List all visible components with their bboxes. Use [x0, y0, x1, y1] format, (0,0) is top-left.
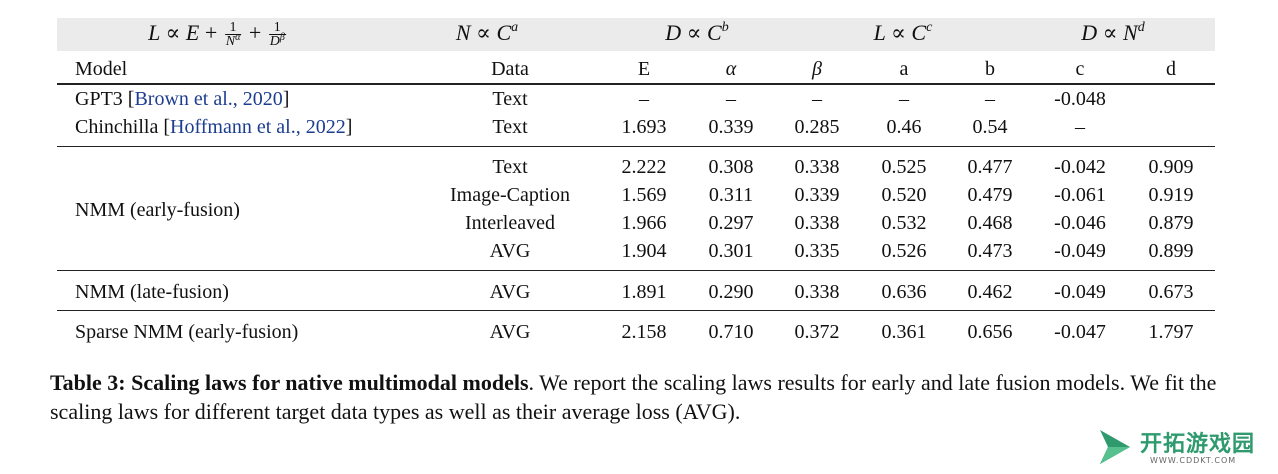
- model-nmm-early-fusion: NMM (early-fusion): [75, 199, 240, 221]
- value-cell: 0.301: [708, 240, 754, 262]
- value-cell: -0.061: [1054, 184, 1106, 206]
- value-cell: –: [899, 88, 909, 110]
- header-l-law: L ∝ Cc: [873, 20, 933, 45]
- col-header-data: Data: [491, 58, 529, 80]
- value-cell: 1.891: [621, 281, 667, 303]
- col-header-d: d: [1166, 58, 1176, 80]
- caption-label: Table 3: Scaling laws for native multimo…: [50, 370, 529, 395]
- header-d-law: D ∝ Cb: [665, 20, 729, 45]
- col-header-c: c: [1075, 58, 1085, 80]
- citation-link[interactable]: Hoffmann et al., 2022: [170, 116, 346, 138]
- value-cell: –: [812, 88, 822, 110]
- value-cell: –: [1075, 116, 1085, 138]
- data-cell: Text: [492, 88, 528, 110]
- col-header-b: b: [985, 58, 995, 80]
- value-cell: 0.879: [1148, 212, 1194, 234]
- value-cell: 0.338: [794, 212, 840, 234]
- value-cell: 0.338: [794, 281, 840, 303]
- col-header-beta: β: [812, 58, 822, 80]
- value-cell: 0.532: [881, 212, 927, 234]
- value-cell: -0.049: [1054, 240, 1106, 262]
- data-cell: Interleaved: [465, 212, 555, 234]
- value-cell: 0.673: [1148, 281, 1194, 303]
- col-header-model: Model: [75, 58, 128, 80]
- value-cell: -0.049: [1054, 281, 1106, 303]
- header-loss-law: L ∝ E + 1 Nα + 1 Dβ: [148, 20, 286, 50]
- section-rule: [57, 146, 1215, 147]
- value-cell: -0.047: [1054, 321, 1106, 343]
- value-cell: –: [639, 88, 649, 110]
- value-cell: 0.473: [967, 240, 1013, 262]
- value-cell: 0.338: [794, 156, 840, 178]
- col-header-a: a: [899, 58, 909, 80]
- value-cell: -0.042: [1054, 156, 1106, 178]
- value-cell: 0.297: [708, 212, 754, 234]
- value-cell: 0.468: [967, 212, 1013, 234]
- value-cell: 0.290: [708, 281, 754, 303]
- section-rule: [57, 270, 1215, 271]
- header-dn-law: D ∝ Nd: [1081, 20, 1145, 45]
- value-cell: 0.479: [967, 184, 1013, 206]
- header-rule: [57, 83, 1215, 85]
- value-cell: 1.569: [621, 184, 667, 206]
- col-header-e: E: [637, 58, 651, 80]
- value-cell: 1.797: [1148, 321, 1194, 343]
- caption-text: . We report the scaling laws results for…: [50, 370, 1217, 424]
- value-cell: -0.048: [1054, 88, 1106, 110]
- value-cell: 0.520: [881, 184, 927, 206]
- value-cell: 0.525: [881, 156, 927, 178]
- data-cell: AVG: [489, 240, 531, 262]
- value-cell: 0.46: [886, 116, 922, 138]
- citation-link[interactable]: Brown et al., 2020: [134, 88, 283, 110]
- value-cell: 2.158: [621, 321, 667, 343]
- value-cell: 0.285: [794, 116, 840, 138]
- value-cell: -0.046: [1054, 212, 1106, 234]
- value-cell: 0.477: [967, 156, 1013, 178]
- value-cell: 0.54: [972, 116, 1008, 138]
- data-cell: Image-Caption: [450, 184, 570, 206]
- value-cell: 0.311: [708, 184, 754, 206]
- section-rule: [57, 310, 1215, 311]
- model-nmm-late-fusion: NMM (late-fusion): [75, 281, 229, 303]
- data-cell: Text: [492, 156, 528, 178]
- watermark-logo-icon: [1100, 430, 1130, 464]
- value-cell: 0.899: [1148, 240, 1194, 262]
- watermark-name: 开拓游戏园: [1140, 432, 1256, 457]
- data-cell: AVG: [489, 281, 531, 303]
- value-cell: 1.904: [621, 240, 667, 262]
- value-cell: 0.462: [967, 281, 1013, 303]
- watermark: 开拓游戏园 WWW.CDDKT.COM: [1094, 424, 1269, 470]
- model-gpt3: GPT3 [Brown et al., 2020]: [75, 88, 290, 110]
- value-cell: 2.222: [621, 156, 667, 178]
- value-cell: 1.693: [621, 116, 667, 138]
- data-cell: AVG: [489, 321, 531, 343]
- value-cell: 1.966: [621, 212, 667, 234]
- value-cell: 0.636: [881, 281, 927, 303]
- value-cell: –: [985, 88, 995, 110]
- value-cell: 0.372: [794, 321, 840, 343]
- value-cell: 0.656: [967, 321, 1013, 343]
- value-cell: –: [726, 88, 736, 110]
- data-cell: Text: [492, 116, 528, 138]
- value-cell: 0.909: [1148, 156, 1194, 178]
- model-sparse-nmm: Sparse NMM (early-fusion): [75, 321, 299, 343]
- model-chinchilla: Chinchilla [Hoffmann et al., 2022]: [75, 116, 353, 138]
- table-caption: Table 3: Scaling laws for native multimo…: [50, 368, 1230, 426]
- value-cell: 0.361: [881, 321, 927, 343]
- header-band: [57, 18, 1215, 51]
- header-n-law: N ∝ Ca: [455, 20, 519, 45]
- value-cell: 0.335: [794, 240, 840, 262]
- value-cell: 0.339: [708, 116, 754, 138]
- col-header-alpha: α: [725, 58, 737, 80]
- value-cell: 0.710: [708, 321, 754, 343]
- value-cell: 0.339: [794, 184, 840, 206]
- value-cell: 0.308: [708, 156, 754, 178]
- watermark-url: WWW.CDDKT.COM: [1150, 456, 1237, 465]
- value-cell: 0.526: [881, 240, 927, 262]
- value-cell: 0.919: [1148, 184, 1194, 206]
